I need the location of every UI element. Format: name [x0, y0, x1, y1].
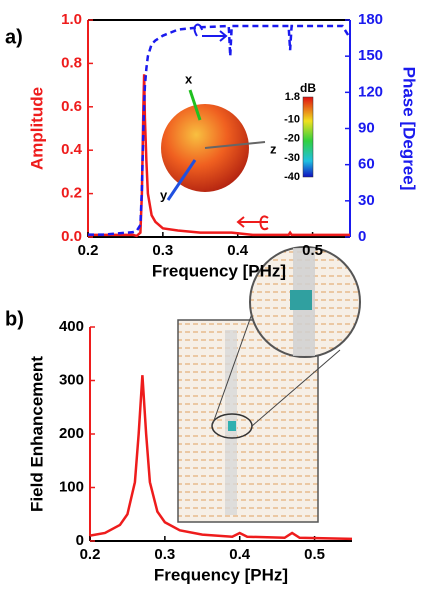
x-tick-label: 0.4	[227, 242, 249, 259]
colorbar-label: -10	[284, 113, 300, 125]
panel-label: a)	[5, 26, 23, 48]
y2-tick-label: 180	[358, 11, 383, 28]
y-axis-title: Amplitude	[27, 87, 46, 170]
y-tick-label: 200	[59, 425, 84, 442]
colorbar-title: dB	[300, 81, 316, 95]
x-axis-title: Frequency [PHz]	[152, 261, 286, 280]
x-tick-label: 0.3	[152, 242, 173, 259]
y2-tick-label: 90	[358, 119, 375, 136]
y-tick-label: 0.4	[61, 141, 83, 158]
y-tick-label: 0.0	[61, 228, 82, 245]
x-tick-label: 0.2	[80, 546, 101, 563]
colorbar-label: -40	[284, 171, 300, 183]
y2-tick-label: 60	[358, 156, 375, 173]
inset-axis-label: y	[160, 187, 168, 202]
series-line	[88, 24, 352, 236]
y-tick-label: 0.2	[61, 185, 82, 202]
y-axis-title: Field Enhancement	[27, 356, 46, 512]
series-line	[89, 375, 353, 541]
x-tick-label: 0.5	[304, 546, 325, 563]
y-tick-label: 300	[59, 371, 84, 388]
inset-pattern	[161, 89, 314, 201]
y2-axis-title: Phase [Degree]	[400, 67, 419, 191]
y2-tick-label: 30	[358, 192, 375, 209]
inset-axis-label: x	[185, 71, 193, 86]
y-tick-label: 0.6	[61, 98, 82, 115]
y2-tick-label: 120	[358, 83, 383, 100]
y-tick-label: 1.0	[61, 11, 82, 28]
y2-tick-label: 150	[358, 47, 383, 64]
x-tick-label: 0.3	[154, 546, 175, 563]
series-line	[88, 74, 350, 238]
panel-label: b)	[5, 308, 24, 330]
x-axis-title: Frequency [PHz]	[154, 565, 288, 584]
inset-axis-label: z	[270, 141, 277, 156]
y-tick-label: 0.8	[61, 54, 82, 71]
colorbar-label: -20	[284, 133, 300, 145]
y-tick-label: 100	[59, 478, 84, 495]
inset-field	[177, 246, 361, 523]
colorbar-label: -30	[284, 152, 300, 164]
y-tick-label: 400	[59, 318, 84, 335]
y-tick-label: 0	[76, 532, 84, 549]
x-tick-label: 0.5	[302, 242, 323, 259]
colorbar-label: 1.8	[285, 91, 300, 103]
x-tick-label: 0.2	[78, 242, 99, 259]
x-tick-label: 0.4	[229, 546, 251, 563]
y2-tick-label: 0	[358, 228, 366, 245]
